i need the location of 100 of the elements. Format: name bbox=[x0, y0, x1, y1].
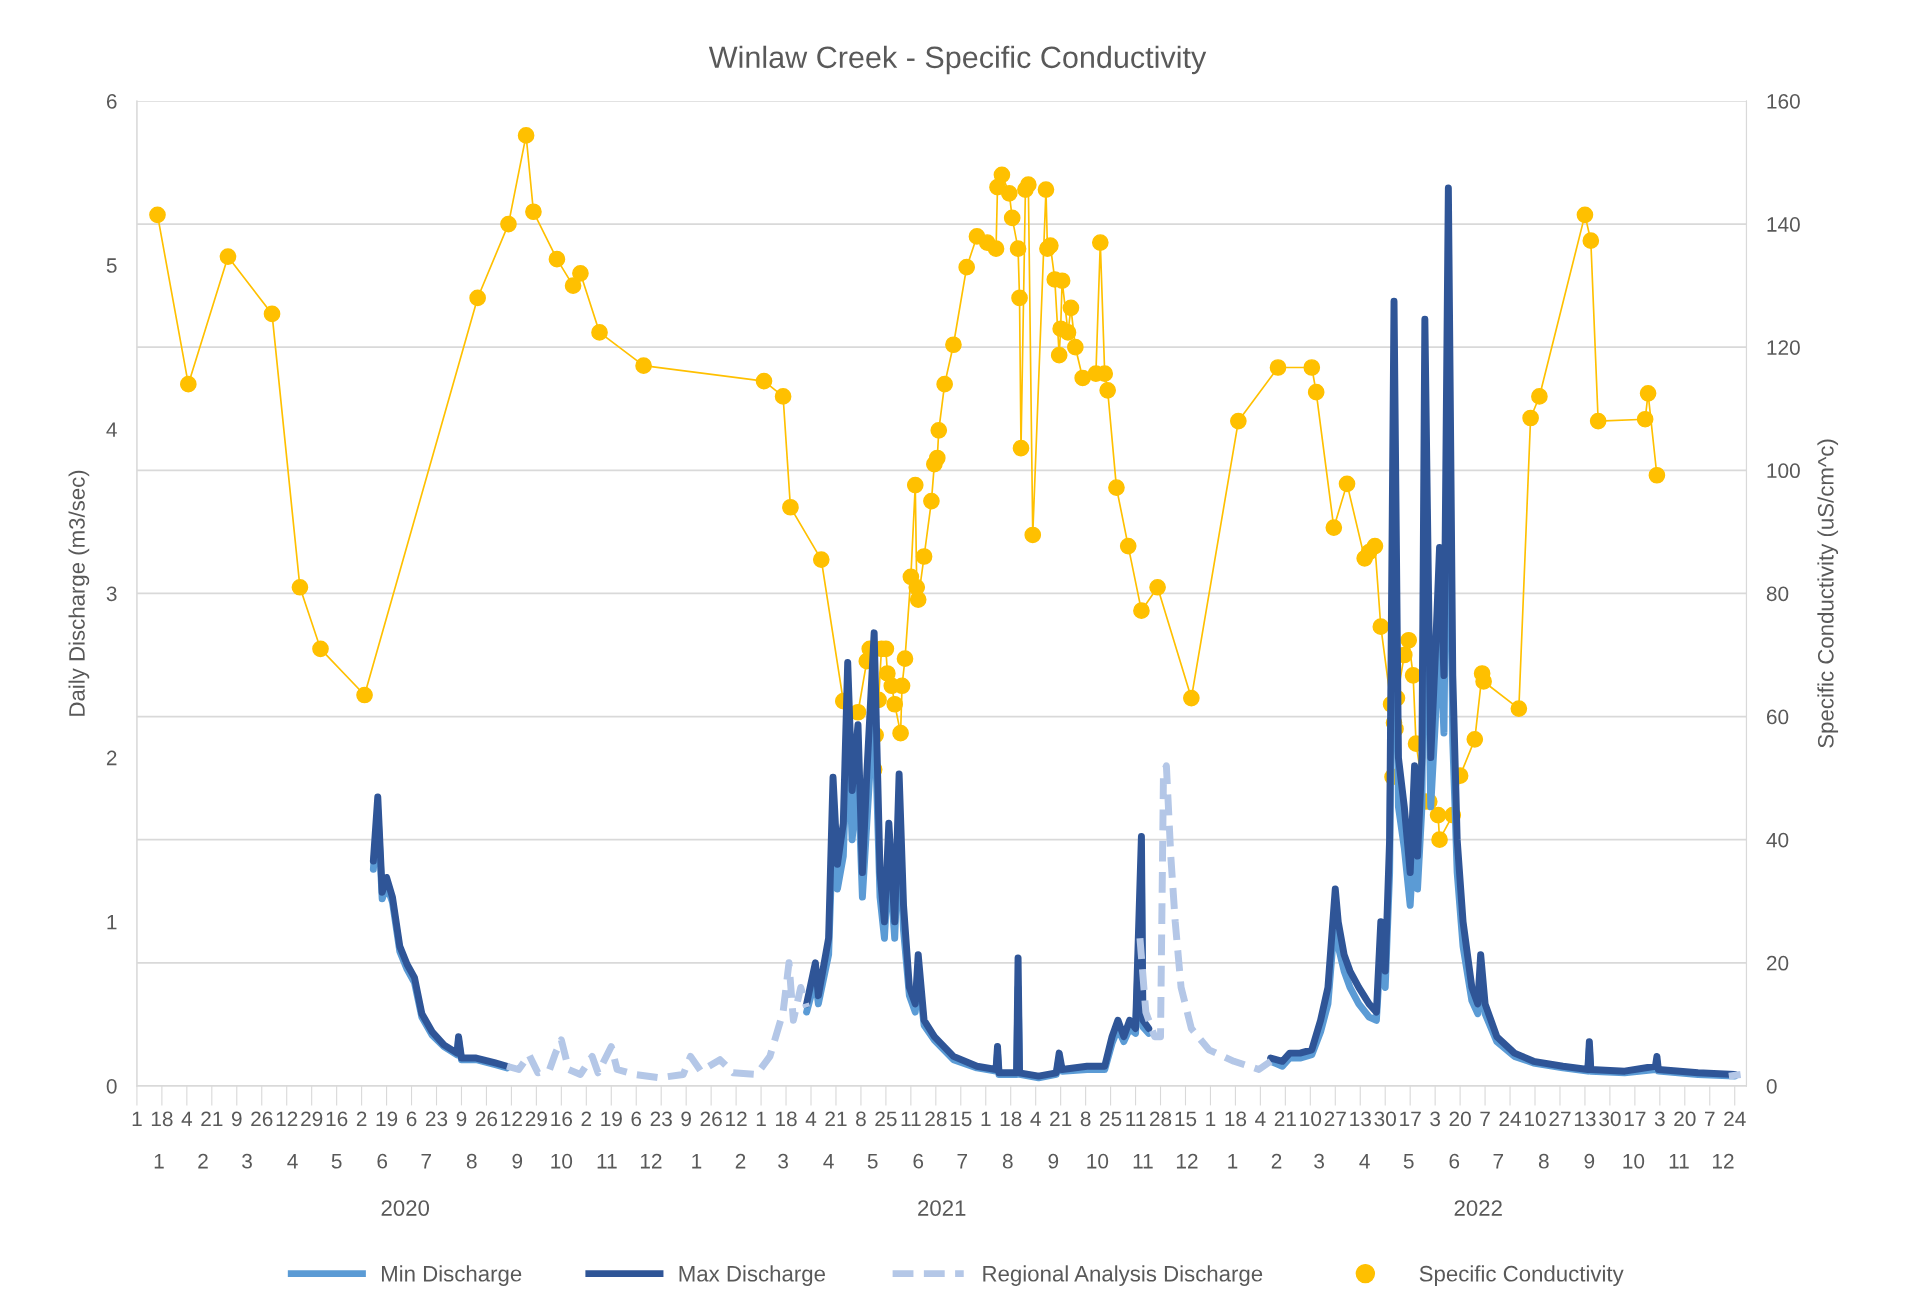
chart-title: Winlaw Creek - Specific Conductivity bbox=[708, 45, 1207, 75]
x-tick-label: 27 bbox=[1324, 1111, 1346, 1127]
y2-tick-label: 0 bbox=[1766, 1078, 1777, 1094]
x-tick-label: 25 bbox=[1100, 1111, 1122, 1127]
x-tick-label: 12 bbox=[276, 1111, 298, 1127]
y2-tick-label: 60 bbox=[1766, 709, 1789, 725]
x-tick-label: 30 bbox=[1374, 1111, 1396, 1127]
y2-tick-label: 120 bbox=[1767, 340, 1800, 355]
x-tick-label: 7 bbox=[1705, 1111, 1715, 1127]
x-tick-label: 21 bbox=[1274, 1111, 1296, 1127]
x2-tick-label: 2 bbox=[1271, 1153, 1282, 1169]
x-tick-label: 21 bbox=[1050, 1111, 1072, 1127]
x-tick-label: 2 bbox=[356, 1111, 367, 1127]
x-tick-label: 13 bbox=[1574, 1111, 1596, 1127]
x-tick-label: 9 bbox=[681, 1111, 691, 1127]
y-tick-label: 3 bbox=[106, 586, 117, 602]
y2-tick-label: 40 bbox=[1766, 832, 1789, 848]
x2-tick-label: 12 bbox=[640, 1153, 662, 1169]
x2-tick-label: 4 bbox=[1359, 1154, 1370, 1169]
x2-tick-label: 7 bbox=[1493, 1154, 1504, 1169]
x2-tick-label: 5 bbox=[1403, 1154, 1414, 1169]
x2-tick-label: 10 bbox=[551, 1153, 573, 1169]
x-tick-label: 18 bbox=[151, 1111, 173, 1127]
x2-tick-label: 2 bbox=[198, 1153, 208, 1169]
x2-tick-label: 10 bbox=[1087, 1153, 1109, 1169]
y-tick-label: 0 bbox=[106, 1078, 117, 1094]
x-tick-label: 10 bbox=[1525, 1111, 1546, 1127]
x-tick-label: 19 bbox=[601, 1111, 622, 1127]
x2-tick-label: 1 bbox=[692, 1154, 702, 1169]
x-tick-label: 9 bbox=[456, 1111, 467, 1127]
x-tick-label: 1 bbox=[756, 1111, 766, 1127]
x2-tick-label: 3 bbox=[1314, 1153, 1324, 1169]
x-tick-label: 16 bbox=[551, 1111, 573, 1127]
y-tick-label: 4 bbox=[106, 422, 117, 437]
x2-tick-label: 7 bbox=[421, 1154, 431, 1169]
x2-tick-label: 8 bbox=[466, 1153, 477, 1169]
y-tick-label: 2 bbox=[106, 750, 117, 766]
y-tick-label: 1 bbox=[107, 914, 117, 930]
legend-label: Regional Analysis Discharge bbox=[983, 1265, 1263, 1286]
x-tick-label: 21 bbox=[825, 1111, 847, 1127]
x2-tick-label: 9 bbox=[512, 1153, 523, 1169]
y-tick-label: 6 bbox=[106, 93, 117, 109]
x2-tick-label: 11 bbox=[1133, 1154, 1153, 1169]
x-tick-label: 8 bbox=[856, 1111, 866, 1127]
x-tick-label: 6 bbox=[406, 1111, 417, 1127]
y2-axis-title: Specific Conductivity (uS/cm^c) bbox=[1817, 439, 1839, 748]
x-tick-label: 24 bbox=[1724, 1111, 1746, 1127]
x-tick-label: 6 bbox=[631, 1111, 642, 1127]
x2-tick-label: 5 bbox=[867, 1154, 878, 1169]
x-tick-label: 13 bbox=[1350, 1111, 1371, 1127]
x2-tick-label: 4 bbox=[823, 1154, 834, 1169]
x-tick-label: 26 bbox=[251, 1111, 273, 1127]
x-tick-label: 28 bbox=[1149, 1111, 1172, 1127]
y2-tick-label: 80 bbox=[1766, 586, 1789, 602]
x2-tick-label: 8 bbox=[1538, 1153, 1549, 1169]
x2-tick-label: 10 bbox=[1623, 1153, 1645, 1169]
x-tick-label: 2 bbox=[581, 1111, 592, 1127]
x-tick-label: 4 bbox=[181, 1111, 193, 1127]
x-tick-label: 3 bbox=[1430, 1111, 1441, 1127]
x-tick-label: 23 bbox=[650, 1111, 672, 1127]
x-tick-label: 23 bbox=[425, 1111, 448, 1127]
x-tick-label: 17 bbox=[1624, 1111, 1646, 1127]
x2-tick-label: 7 bbox=[957, 1154, 968, 1169]
x-tick-label: 30 bbox=[1599, 1111, 1621, 1127]
x-tick-label: 29 bbox=[301, 1111, 323, 1127]
legend-label: Min Discharge bbox=[382, 1265, 522, 1286]
x-tick-label: 1 bbox=[132, 1111, 142, 1127]
x-tick-label: 21 bbox=[201, 1111, 223, 1127]
x-tick-label: 16 bbox=[326, 1111, 348, 1127]
x-tick-label: 15 bbox=[1175, 1111, 1197, 1127]
x-tick-label: 9 bbox=[231, 1111, 242, 1127]
x2-tick-label: 8 bbox=[1002, 1153, 1013, 1169]
x2-tick-label: 12 bbox=[1712, 1153, 1734, 1169]
x-tick-label: 25 bbox=[875, 1111, 897, 1127]
x-tick-label: 20 bbox=[1674, 1111, 1696, 1127]
x2-tick-label: 3 bbox=[242, 1153, 252, 1169]
x-tick-label: 1 bbox=[981, 1111, 991, 1127]
x-tick-label: 1 bbox=[1206, 1111, 1216, 1127]
text: 2020 bbox=[381, 1200, 430, 1216]
x2-tick-label: 6 bbox=[377, 1153, 388, 1169]
x2-tick-label: 3 bbox=[778, 1153, 788, 1169]
x-tick-label: 18 bbox=[776, 1111, 797, 1127]
x-tick-label: 27 bbox=[1549, 1111, 1571, 1127]
y2-tick-label: 20 bbox=[1766, 955, 1789, 971]
y-axis-title: Daily Discharge (m3/sec) bbox=[68, 470, 90, 716]
x-tick-label: 4 bbox=[1030, 1111, 1041, 1127]
x-tick-label: 29 bbox=[525, 1111, 547, 1127]
x2-tick-label: 1 bbox=[1228, 1154, 1238, 1169]
x-tick-label: 11 bbox=[1126, 1111, 1146, 1127]
x-tick-label: 26 bbox=[475, 1111, 498, 1127]
x2-tick-label: 11 bbox=[597, 1154, 617, 1169]
x2-tick-label: 9 bbox=[1584, 1153, 1595, 1169]
x2-tick-label: 9 bbox=[1048, 1153, 1059, 1169]
x-tick-label: 4 bbox=[1255, 1111, 1266, 1127]
x-tick-label: 3 bbox=[1654, 1111, 1665, 1127]
text: 2021 bbox=[918, 1200, 966, 1216]
x-tick-label: 24 bbox=[1499, 1111, 1522, 1127]
y2-tick-label: 140 bbox=[1767, 217, 1800, 232]
x2-tick-label: 12 bbox=[1176, 1153, 1198, 1169]
x2-tick-label: 4 bbox=[287, 1154, 298, 1169]
